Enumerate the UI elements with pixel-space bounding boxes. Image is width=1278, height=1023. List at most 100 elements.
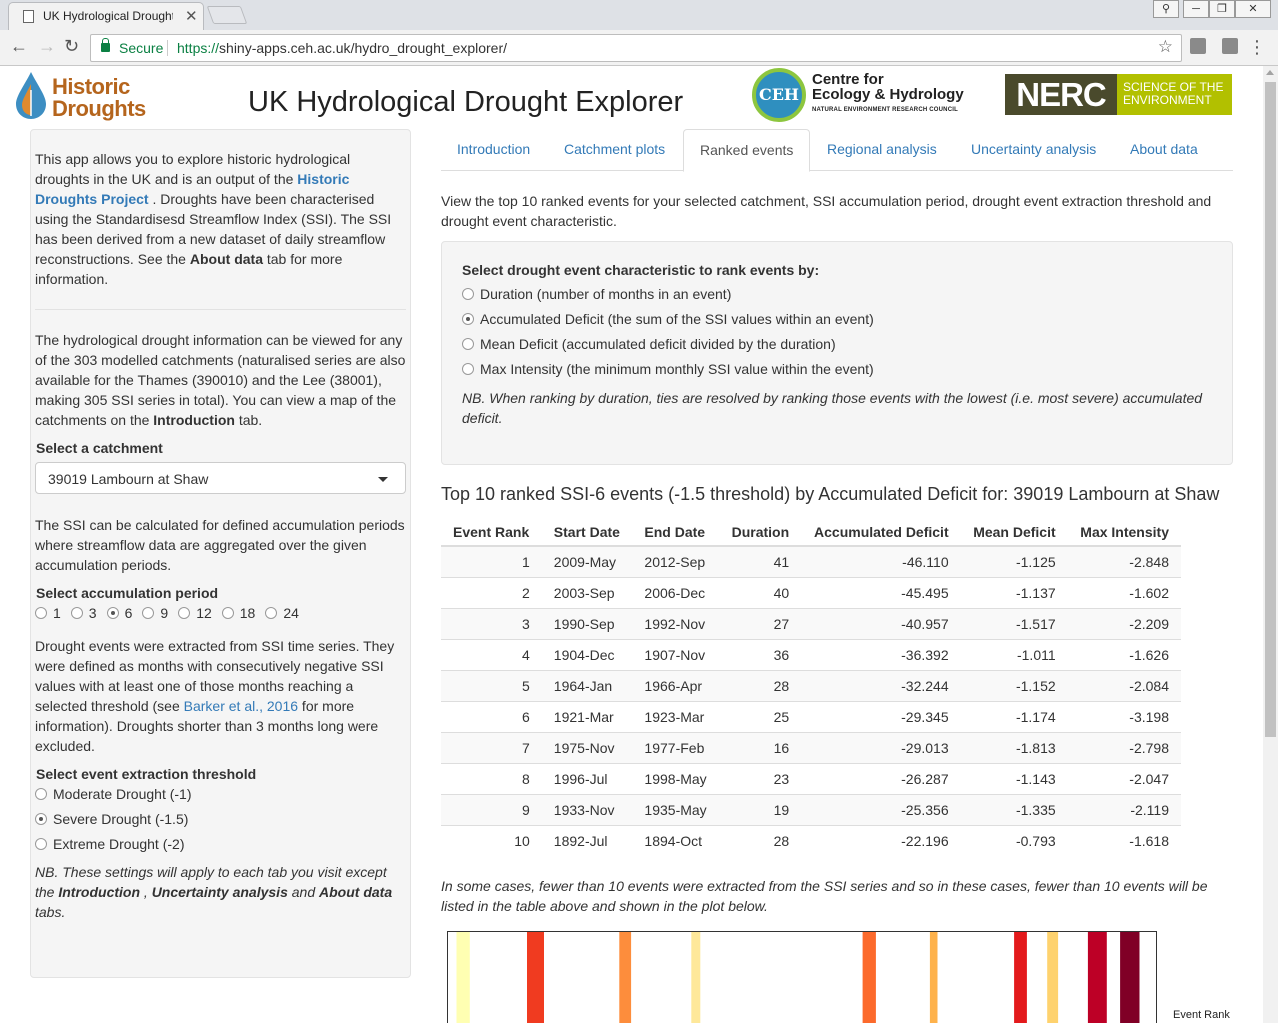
radio-button[interactable] xyxy=(35,837,47,850)
event-bar-rank-7 xyxy=(929,932,938,1023)
table-cell: -29.013 xyxy=(801,731,961,763)
ceh-circle: CEH xyxy=(752,68,806,122)
window-close-icon[interactable]: ✕ xyxy=(1235,0,1271,18)
accumulation-option-6[interactable]: 6 xyxy=(106,605,133,621)
radio-button[interactable] xyxy=(462,312,474,325)
column-header[interactable]: Start Date xyxy=(541,518,633,547)
radio-button[interactable] xyxy=(221,606,234,619)
tab-catchment-plots[interactable]: Catchment plots xyxy=(564,141,666,157)
barker-link[interactable]: Barker et al., 2016 xyxy=(183,698,299,714)
tab-ranked-events[interactable]: Ranked events xyxy=(683,129,811,172)
accumulation-option-3[interactable]: 3 xyxy=(70,605,97,621)
table-cell: 23 xyxy=(719,762,802,794)
table-cell: -2.084 xyxy=(1067,669,1181,701)
main-panel: Introduction Catchment plots Ranked events… xyxy=(441,129,1233,1023)
radio-button[interactable] xyxy=(265,606,278,619)
threshold-option-label: Moderate Drought (-1) xyxy=(53,786,192,802)
back-arrow-icon[interactable]: ← xyxy=(10,36,28,56)
rank-option-2[interactable]: Mean Deficit (accumulated deficit divide… xyxy=(462,332,1212,357)
accumulation-option-9[interactable]: 9 xyxy=(142,605,168,621)
table-cell: 2009-May xyxy=(541,545,633,577)
threshold-option-label: Severe Drought (-1.5) xyxy=(53,811,189,827)
column-header[interactable]: Accumulated Deficit xyxy=(801,518,961,547)
threshold-option-label: Extreme Drought (-2) xyxy=(53,836,185,852)
radio-button[interactable] xyxy=(178,606,191,619)
catchment-select[interactable]: 39019 Lambourn at Shaw xyxy=(35,462,406,494)
accumulation-option-12[interactable]: 12 xyxy=(178,605,212,621)
new-tab-button[interactable] xyxy=(206,6,248,24)
tab-introduction[interactable]: Introduction xyxy=(457,141,531,157)
forward-arrow-icon[interactable]: → xyxy=(38,36,56,56)
threshold-option-1[interactable]: Severe Drought (-1.5) xyxy=(35,807,406,832)
threshold-option-0[interactable]: Moderate Drought (-1) xyxy=(35,782,406,807)
column-header[interactable]: Duration xyxy=(719,518,802,547)
tab-regional-analysis[interactable]: Regional analysis xyxy=(827,141,937,157)
bookmark-star-icon[interactable]: ☆ xyxy=(1157,37,1173,56)
extraction-paragraph: Drought events were extracted from SSI t… xyxy=(35,636,406,756)
radio-button[interactable] xyxy=(35,812,47,825)
table-row: 8 1996-Jul 1998-May 23 -26.287 -1.143 -2.047 xyxy=(441,762,1181,794)
radio-button[interactable] xyxy=(35,787,47,800)
accumulation-option-label: 12 xyxy=(196,605,212,621)
accumulation-option-label: 6 xyxy=(124,605,133,621)
caret-down-icon xyxy=(378,477,388,482)
rank-option-label: Duration (number of months in an event) xyxy=(480,286,732,302)
accumulation-option-18[interactable]: 18 xyxy=(221,605,255,621)
accumulation-option-24[interactable]: 24 xyxy=(265,605,299,621)
radio-button[interactable] xyxy=(106,606,119,619)
radio-button[interactable] xyxy=(142,606,155,619)
radio-button[interactable] xyxy=(35,606,47,619)
minimize-icon[interactable]: ─ xyxy=(1183,0,1209,18)
accumulation-option-1[interactable]: 1 xyxy=(35,605,61,621)
tab-about-data[interactable]: About data xyxy=(1130,141,1198,157)
table-cell: -3.198 xyxy=(1067,700,1181,732)
table-cell: -1.125 xyxy=(960,545,1068,577)
table-title: Top 10 ranked SSI-6 events (-1.5 thresho… xyxy=(441,484,1220,504)
ceh-logo: CEH Centre for Ecology & Hydrology NATUR… xyxy=(752,68,980,122)
url-host: shiny-apps.ceh.ac.uk xyxy=(219,40,351,56)
extension-icon[interactable] xyxy=(1222,38,1238,54)
rank-option-3[interactable]: Max Intensity (the minimum monthly SSI v… xyxy=(462,357,1212,382)
tab-uncertainty-analysis[interactable]: Uncertainty analysis xyxy=(971,141,1097,157)
radio-button[interactable] xyxy=(462,287,474,300)
address-bar[interactable]: Secure https://shiny-apps.ceh.ac.uk/hydr… xyxy=(90,34,1182,62)
scroll-thumb[interactable] xyxy=(1265,82,1276,737)
radio-button[interactable] xyxy=(70,606,83,619)
column-header[interactable]: End Date xyxy=(632,518,720,547)
table-cell: -1.152 xyxy=(960,669,1068,701)
table-cell: 1966-Apr xyxy=(632,669,720,701)
rank-note: NB. When ranking by duration, ties are r… xyxy=(462,390,1203,426)
restore-icon[interactable]: ❐ xyxy=(1209,0,1235,18)
table-cell: -2.119 xyxy=(1067,793,1181,825)
table-cell: 1907-Nov xyxy=(632,638,720,670)
table-cell: 41 xyxy=(719,545,802,577)
url-text[interactable]: https://shiny-apps.ceh.ac.uk/hydro_droug… xyxy=(177,40,507,56)
rank-option-1[interactable]: Accumulated Deficit (the sum of the SSI … xyxy=(462,307,1212,332)
column-header[interactable]: Mean Deficit xyxy=(960,518,1068,547)
column-header[interactable]: Max Intensity xyxy=(1067,518,1181,547)
table-cell: 2006-Dec xyxy=(632,576,720,608)
table-row: 2 2003-Sep 2006-Dec 40 -45.495 -1.137 -1.602 xyxy=(441,576,1181,608)
browser-tab[interactable]: UK Hydrological Drought Explorer ✕ xyxy=(8,2,204,30)
table-cell: 1964-Jan xyxy=(541,669,633,701)
accumulation-option-label: 9 xyxy=(160,605,169,621)
table-cell: -1.137 xyxy=(960,576,1068,608)
scroll-up-icon[interactable] xyxy=(1266,70,1274,75)
pdf-extension-icon[interactable] xyxy=(1190,38,1206,54)
browser-menu-icon[interactable]: ⋮ xyxy=(1248,37,1266,57)
user-icon[interactable]: ⚲ xyxy=(1153,0,1179,18)
legend-title: Event Rank xyxy=(1173,1009,1230,1021)
radio-button[interactable] xyxy=(462,362,474,375)
table-cell: 10 xyxy=(441,824,542,856)
close-icon[interactable]: ✕ xyxy=(185,8,198,25)
rank-option-0[interactable]: Duration (number of months in an event) xyxy=(462,282,1212,307)
table-row: 3 1990-Sep 1992-Nov 27 -40.957 -1.517 -2.209 xyxy=(441,607,1181,639)
intro-text: . Droughts have been characterised using… xyxy=(35,191,392,267)
radio-button[interactable] xyxy=(462,337,474,350)
historic-droughts-project-link[interactable]: Historic Droughts Project xyxy=(35,171,350,207)
threshold-option-2[interactable]: Extreme Drought (-2) xyxy=(35,832,406,857)
reload-icon[interactable]: ↻ xyxy=(64,36,80,56)
intro-paragraph: This app allows you to explore historic … xyxy=(35,149,406,289)
page-scrollbar[interactable] xyxy=(1263,66,1278,1023)
column-header[interactable]: Event Rank xyxy=(441,518,542,547)
